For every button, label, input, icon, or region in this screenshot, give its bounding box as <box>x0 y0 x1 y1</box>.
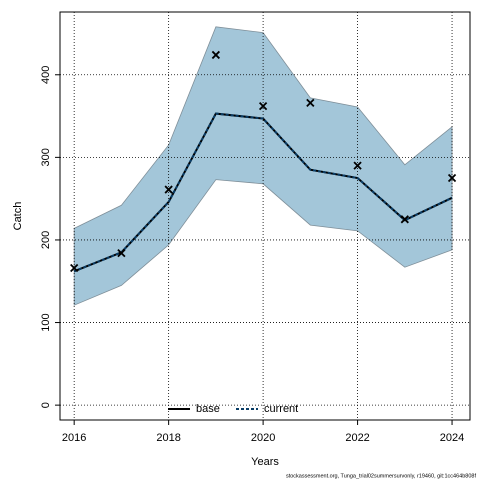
y-tick-label: 200 <box>40 231 52 249</box>
observed-point <box>117 249 126 258</box>
legend-label: base <box>196 403 220 415</box>
observed-point <box>400 215 409 224</box>
y-tick-label: 400 <box>40 66 52 84</box>
observed-point <box>447 173 457 183</box>
y-tick-label: 300 <box>40 148 52 166</box>
y-tick-label: 100 <box>40 313 52 331</box>
observed-point <box>306 98 315 107</box>
line-current <box>73 112 453 273</box>
y-axis-label: Catch <box>12 202 24 231</box>
x-tick-label: 2016 <box>62 432 86 444</box>
observed-point <box>211 50 221 60</box>
y-tick-label: 0 <box>40 402 52 408</box>
footer: stockassessment.org, Tunga_trial02summer… <box>286 473 477 479</box>
observed-point <box>70 263 79 273</box>
x-tick-label: 2022 <box>345 432 369 444</box>
confidence-band <box>73 26 453 306</box>
plot-frame <box>59 11 471 421</box>
observed-point <box>164 185 173 194</box>
x-tick-label: 2018 <box>156 432 180 444</box>
observed-point <box>258 102 268 111</box>
legend-label: current <box>264 403 298 415</box>
x-tick-label: 2020 <box>251 432 275 444</box>
x-tick-label: 2024 <box>440 432 464 444</box>
x-axis-label: Years <box>251 456 279 468</box>
observed-point <box>353 161 362 170</box>
